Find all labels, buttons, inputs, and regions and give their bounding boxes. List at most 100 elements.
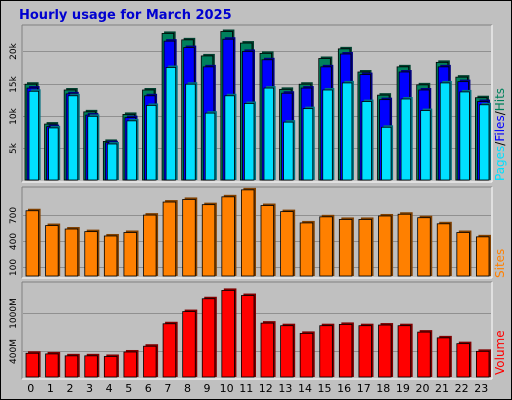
bar-pages-12 <box>263 86 276 181</box>
bar-sites-23 <box>476 234 491 277</box>
y-tick-label: 400M <box>9 339 19 364</box>
bar-pages-10 <box>224 93 237 181</box>
legend-hits: Hits <box>493 88 507 111</box>
x-tick-label: 6 <box>145 382 152 395</box>
bar-volume-0 <box>25 351 41 378</box>
x-tick-label: 20 <box>415 382 429 395</box>
bar-pages-6 <box>146 103 159 181</box>
bar-sites-22 <box>456 230 472 277</box>
chart-title: Hourly usage for March 2025 <box>19 8 232 23</box>
x-tick-label: 11 <box>239 382 253 395</box>
bar-volume-18 <box>378 323 394 378</box>
bar-volume-17 <box>358 323 374 378</box>
bar-sites-15 <box>319 214 335 277</box>
y-tick-label: 15k <box>9 75 19 92</box>
x-tick-label: 9 <box>204 382 211 395</box>
legend-files: Files <box>493 115 507 141</box>
x-tick-label: 4 <box>106 382 113 395</box>
x-tick-label: 23 <box>474 382 488 395</box>
x-tick-label: 13 <box>278 382 292 395</box>
bar-volume-13 <box>280 323 296 378</box>
bar-volume-1 <box>45 351 61 378</box>
bar-pages-16 <box>341 80 354 181</box>
bar-pages-3 <box>87 114 100 181</box>
bar-sites-2 <box>64 227 80 277</box>
bar-sites-9 <box>201 202 217 277</box>
bar-pages-2 <box>67 93 80 181</box>
bar-sites-21 <box>436 221 452 277</box>
legend-sites: Sites <box>493 249 507 278</box>
x-tick-label: 14 <box>298 382 312 395</box>
x-tick-label: 3 <box>86 382 93 395</box>
bar-sites-1 <box>45 223 61 277</box>
bar-sites-0 <box>25 208 41 277</box>
bar-pages-13 <box>283 120 296 181</box>
bar-volume-8 <box>182 309 198 378</box>
bar-pages-18 <box>381 125 394 181</box>
bar-volume-11 <box>241 293 256 378</box>
x-tick-label: 18 <box>376 382 390 395</box>
x-tick-label: 10 <box>220 382 234 395</box>
bar-pages-22 <box>459 89 472 181</box>
bar-sites-17 <box>358 217 374 277</box>
bar-sites-6 <box>143 213 159 277</box>
panel-sites <box>22 187 492 278</box>
bar-sites-3 <box>84 229 100 277</box>
y-tick-label: 400 <box>9 233 19 250</box>
bar-volume-21 <box>436 335 452 378</box>
bar-volume-9 <box>201 296 217 378</box>
bar-pages-14 <box>302 106 315 181</box>
bar-volume-4 <box>103 354 119 378</box>
bar-volume-2 <box>64 353 80 378</box>
x-tick-label: 15 <box>318 382 332 395</box>
legend-sep: / <box>493 141 507 146</box>
x-tick-label: 2 <box>66 382 73 395</box>
bar-sites-5 <box>123 230 139 277</box>
x-tick-label: 8 <box>184 382 191 395</box>
x-tick-label: 21 <box>435 382 449 395</box>
bar-pages-23 <box>479 102 491 181</box>
bar-pages-5 <box>126 118 139 181</box>
bar-volume-6 <box>143 344 159 378</box>
x-tick-label: 1 <box>47 382 54 395</box>
bar-sites-14 <box>299 220 315 277</box>
bar-sites-16 <box>338 217 354 277</box>
bar-volume-3 <box>84 353 100 378</box>
bar-pages-11 <box>244 101 256 181</box>
bar-pages-1 <box>48 125 61 181</box>
bar-pages-8 <box>185 82 198 181</box>
legend-volume: Volume <box>493 330 507 375</box>
bar-sites-8 <box>182 197 198 277</box>
bar-volume-20 <box>417 330 433 378</box>
bar-sites-12 <box>260 203 276 277</box>
x-tick-label: 16 <box>337 382 351 395</box>
bar-volume-14 <box>299 331 315 378</box>
legend-sep: / <box>493 110 507 115</box>
bar-sites-11 <box>241 187 256 277</box>
bar-volume-12 <box>260 321 276 378</box>
bar-pages-0 <box>28 89 41 181</box>
bar-sites-20 <box>417 215 433 277</box>
bar-pages-21 <box>439 80 452 181</box>
bar-pages-7 <box>165 65 178 181</box>
bar-sites-18 <box>378 213 394 277</box>
bar-pages-19 <box>400 97 413 181</box>
legend-pages: Pages <box>493 146 507 181</box>
bar-sites-10 <box>221 194 237 277</box>
bar-pages-4 <box>106 142 119 181</box>
bar-volume-16 <box>338 322 354 378</box>
panel-volume <box>22 282 492 379</box>
bar-volume-15 <box>319 323 335 378</box>
y-tick-label: 10k <box>9 107 19 124</box>
bar-sites-19 <box>397 212 413 277</box>
bar-pages-20 <box>420 108 433 181</box>
bar-sites-13 <box>280 209 296 277</box>
y-tick-label: 700 <box>9 207 19 224</box>
bar-volume-19 <box>397 323 413 378</box>
y-tick-label: 100 <box>9 259 19 276</box>
bar-volume-5 <box>123 349 139 378</box>
bar-volume-22 <box>456 341 472 378</box>
bar-sites-4 <box>103 233 119 277</box>
y-tick-label: 1000M <box>9 298 19 329</box>
